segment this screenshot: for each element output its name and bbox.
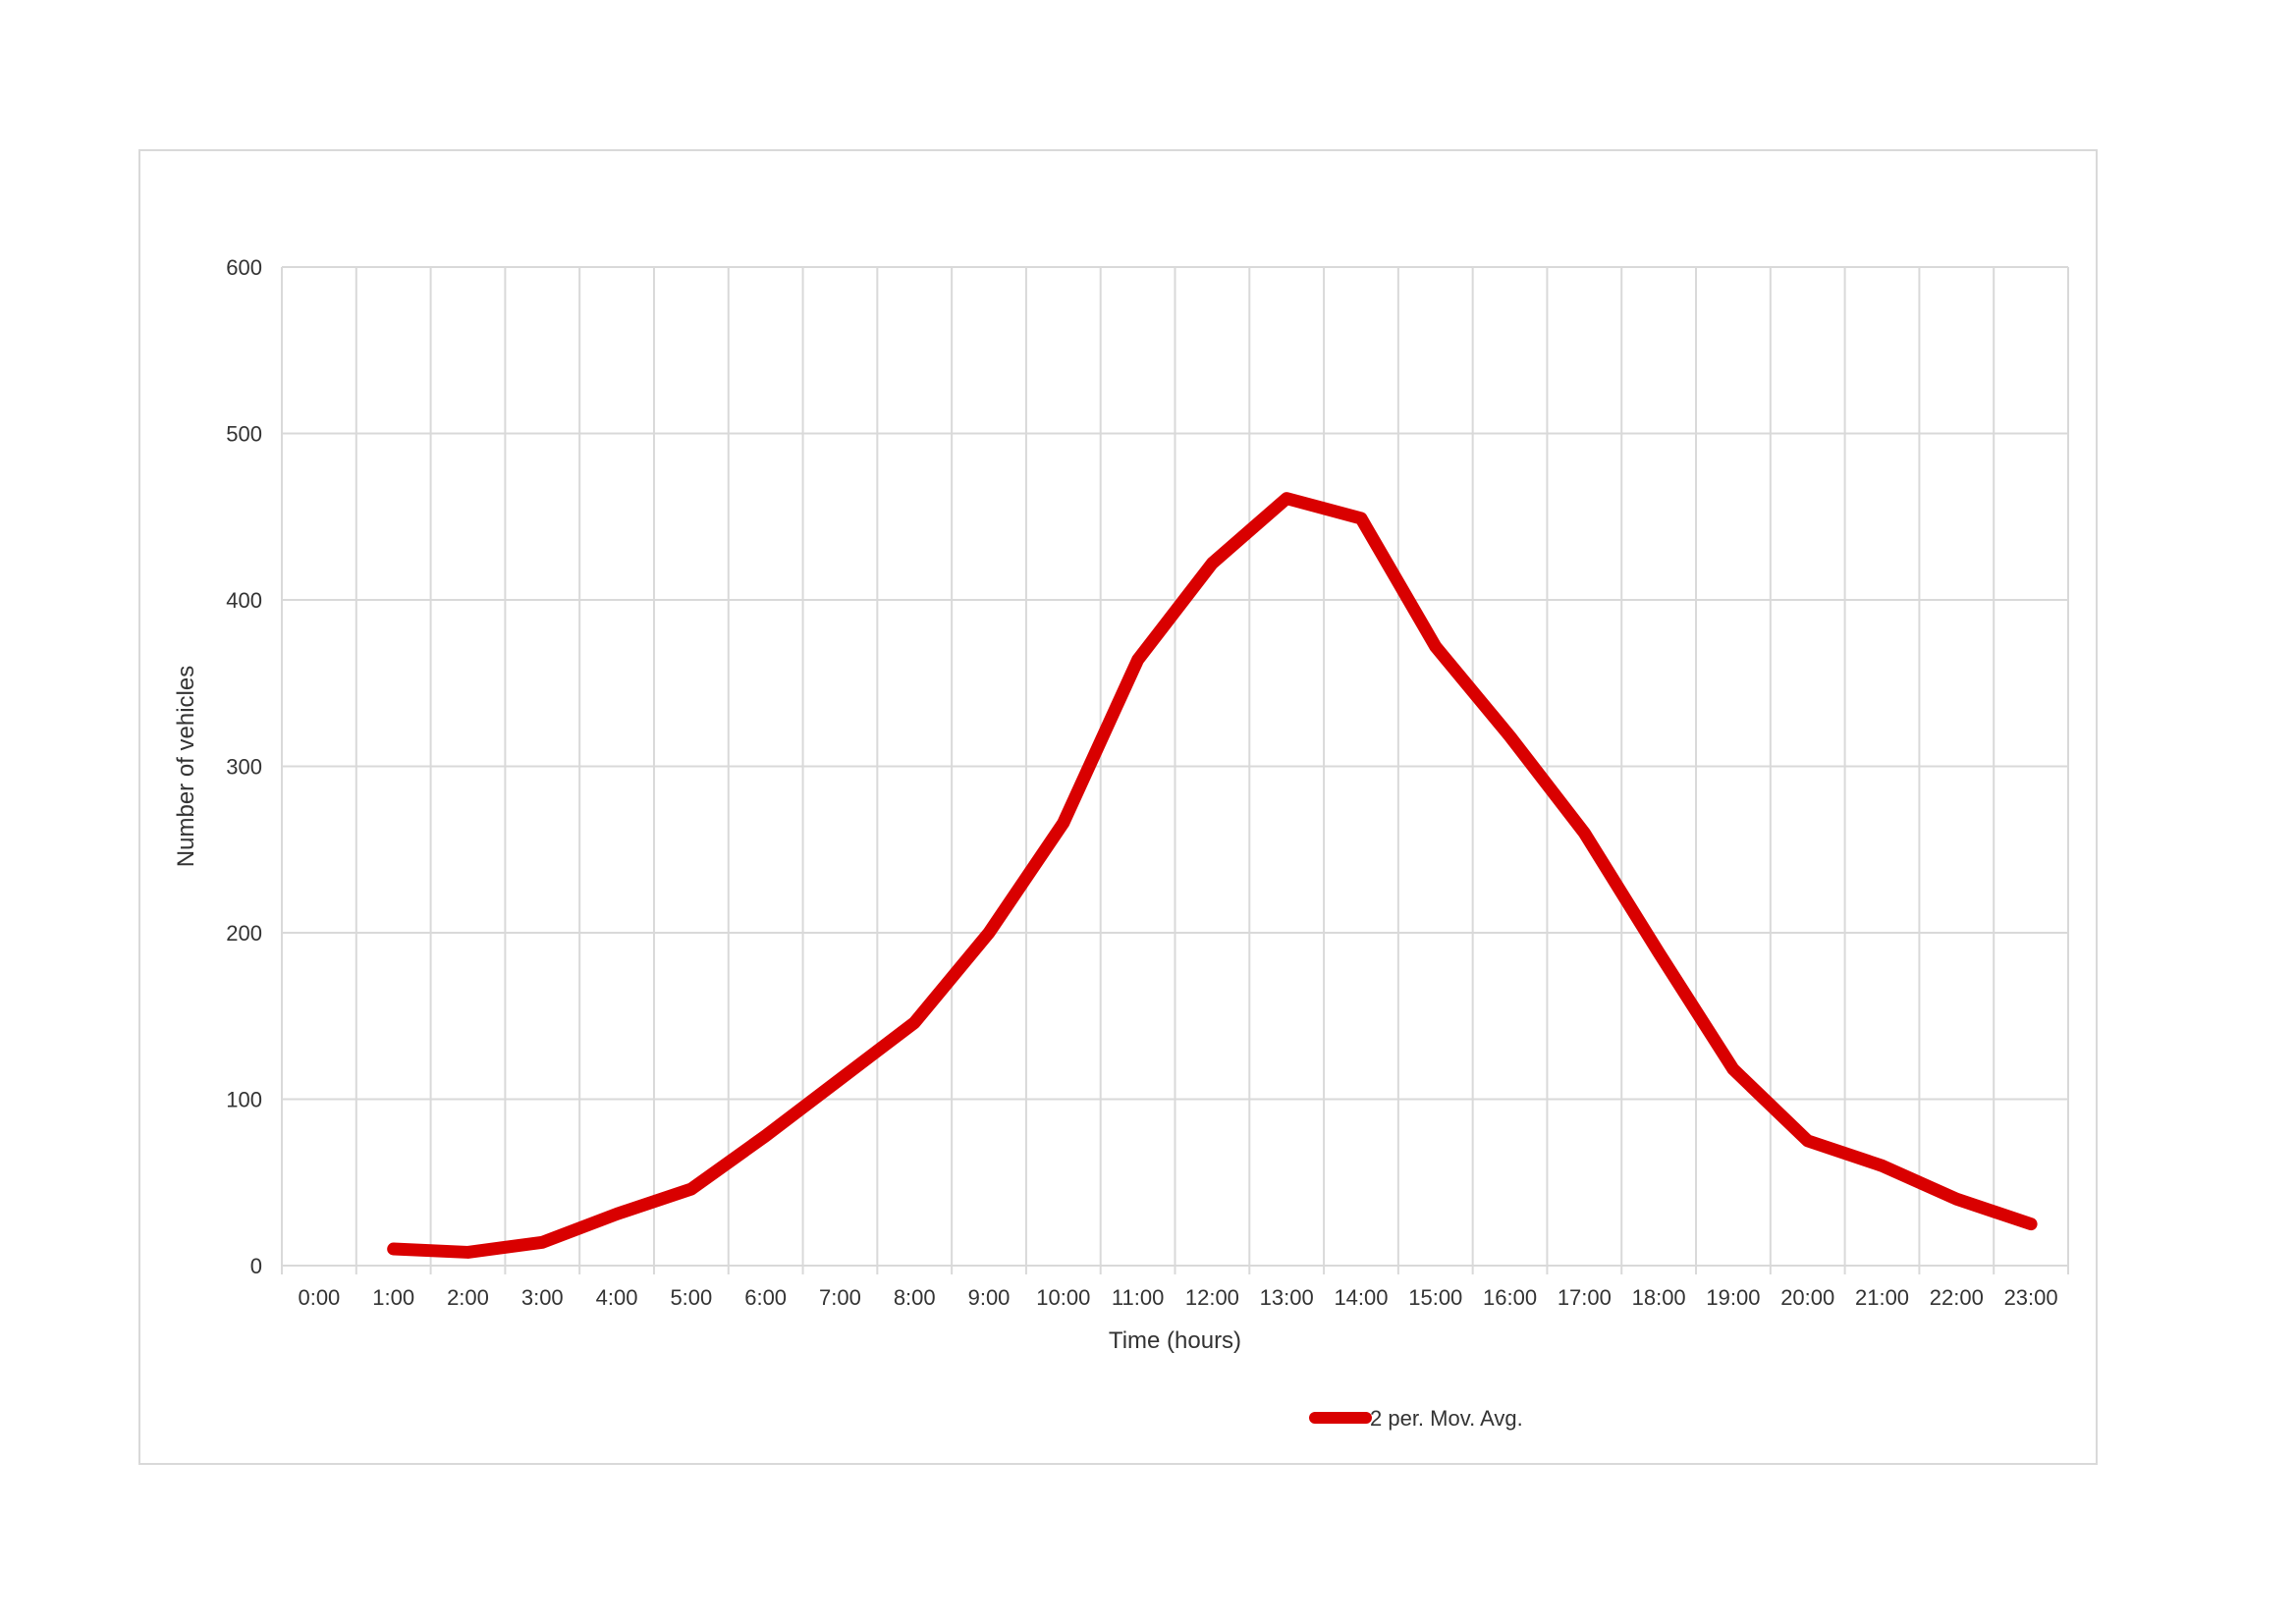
x-tick-label: 9:00 <box>968 1285 1011 1310</box>
y-axis-title: Number of vehicles <box>173 666 199 867</box>
x-tick-label: 14:00 <box>1334 1285 1388 1310</box>
y-tick-label: 300 <box>226 755 262 780</box>
x-tick-label: 18:00 <box>1632 1285 1686 1310</box>
data-point <box>1729 1065 1736 1072</box>
x-tick-label: 2:00 <box>447 1285 489 1310</box>
x-tick-label: 13:00 <box>1260 1285 1314 1310</box>
x-tick-label: 0:00 <box>298 1285 340 1310</box>
chart-frame: 0 100 200 300 400 500 600 0:00 1:00 2:00 3:00 4:00… <box>138 149 2098 1465</box>
data-point <box>390 1246 397 1253</box>
data-point <box>1953 1196 1960 1203</box>
data-point <box>614 1211 621 1217</box>
x-tick-label: 16:00 <box>1483 1285 1537 1310</box>
grid-lines <box>281 266 2069 1274</box>
x-tick-label: 21:00 <box>1855 1285 1909 1310</box>
x-tick-label: 20:00 <box>1780 1285 1834 1310</box>
x-tick-label: 8:00 <box>894 1285 936 1310</box>
y-tick-label: 500 <box>226 422 262 447</box>
x-tick-label: 7:00 <box>819 1285 861 1310</box>
series-lines <box>387 492 2038 1259</box>
y-tick-label: 200 <box>226 921 262 946</box>
data-point <box>1581 830 1588 837</box>
data-point <box>539 1239 546 1246</box>
legend: 2 per. Mov. Avg. <box>1309 1406 1523 1431</box>
x-tick-label: 23:00 <box>2004 1285 2058 1310</box>
x-tick-label: 5:00 <box>670 1285 712 1310</box>
x-tick-label: 4:00 <box>596 1285 638 1310</box>
x-tick-label: 19:00 <box>1706 1285 1760 1310</box>
x-tick-labels: 0:00 1:00 2:00 3:00 4:00 5:00 6:00 7:00 8:00 9:00… <box>298 1285 2057 1310</box>
x-tick-label: 12:00 <box>1185 1285 1239 1310</box>
data-point <box>1804 1137 1811 1144</box>
data-point <box>2028 1220 2035 1227</box>
data-point <box>1134 657 1141 664</box>
y-tick-label: 400 <box>226 588 262 613</box>
series-line-0 <box>387 492 2038 1259</box>
x-tick-label: 15:00 <box>1408 1285 1462 1310</box>
y-tick-label: 600 <box>226 255 262 280</box>
x-tick-label: 6:00 <box>744 1285 787 1310</box>
data-point <box>986 930 993 936</box>
data-point <box>1506 732 1513 739</box>
data-point <box>687 1186 694 1193</box>
x-tick-label: 1:00 <box>372 1285 414 1310</box>
x-tick-label: 17:00 <box>1558 1285 1612 1310</box>
data-point <box>762 1132 769 1139</box>
x-tick-label: 11:00 <box>1112 1285 1164 1310</box>
y-tick-label: 100 <box>226 1088 262 1112</box>
y-tick-label: 0 <box>250 1254 262 1278</box>
x-axis-title: Time (hours) <box>1109 1327 1241 1354</box>
data-point <box>1284 495 1290 502</box>
data-point <box>465 1249 471 1256</box>
data-point <box>1209 560 1216 567</box>
data-point <box>911 1019 918 1026</box>
data-point <box>1432 643 1439 650</box>
x-tick-label: 10:00 <box>1036 1285 1090 1310</box>
legend-label: 2 per. Mov. Avg. <box>1370 1406 1523 1431</box>
data-point <box>1879 1163 1886 1169</box>
data-point <box>1060 820 1066 827</box>
line-chart: 0 100 200 300 400 500 600 0:00 1:00 2:00 3:00 4:00… <box>173 255 2069 1431</box>
data-point <box>1656 949 1663 956</box>
x-tick-label: 3:00 <box>521 1285 564 1310</box>
data-point <box>837 1076 844 1083</box>
x-tick-label: 22:00 <box>1930 1285 1984 1310</box>
y-tick-labels: 0 100 200 300 400 500 600 <box>226 255 262 1278</box>
data-point <box>1357 514 1364 521</box>
